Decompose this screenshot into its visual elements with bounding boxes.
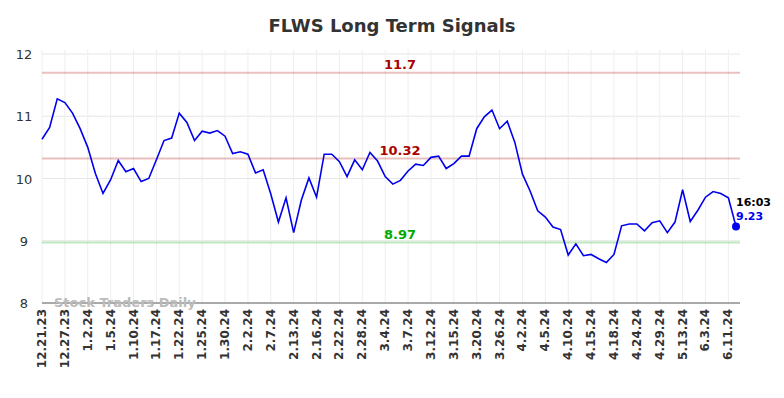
- grid-line: [64, 50, 65, 303]
- grid-line: [408, 50, 409, 303]
- grid-line: [705, 50, 706, 303]
- grid-line: [613, 50, 614, 303]
- grid-line: [682, 50, 683, 303]
- last-point: [732, 222, 740, 230]
- grid-line: [247, 50, 248, 303]
- grid-line: [636, 50, 637, 303]
- grid-line: [568, 50, 569, 303]
- x-tick-label: 2.28.24: [355, 309, 369, 360]
- grid-line: [659, 50, 660, 303]
- grid-line: [430, 50, 431, 303]
- chart: FLWS Long Term Signals 8 9 10 11 12 12.21.23 12…: [0, 0, 784, 398]
- x-tick-label: 2.13.24: [287, 309, 301, 360]
- x-tick-label: 12.21.23: [35, 309, 49, 368]
- grid-line: [42, 50, 43, 303]
- y-tick-label: 9: [20, 234, 28, 249]
- grid-line: [110, 50, 111, 303]
- x-tick-label: 4.18.24: [607, 309, 621, 360]
- x-tick-label: 3.26.24: [493, 309, 507, 360]
- x-tick-label: 3.7.24: [401, 309, 415, 352]
- x-tick-label: 6.11.24: [721, 309, 735, 360]
- x-tick-label: 1.22.24: [172, 309, 186, 360]
- time-label: 16:03: [736, 196, 771, 209]
- x-tick-label: 2.22.24: [332, 309, 346, 360]
- grid-line: [133, 50, 134, 303]
- watermark: Stock Traders Daily: [54, 295, 196, 310]
- x-tick-label: 1.2.24: [81, 309, 95, 352]
- grid-line: [225, 50, 226, 303]
- y-tick-label: 8: [20, 296, 28, 311]
- grid-line: [270, 50, 271, 303]
- grid-line: [728, 50, 729, 303]
- y-tick-label: 10: [16, 172, 33, 187]
- x-tick-label: 3.15.24: [447, 309, 461, 360]
- x-tick-label: 2.7.24: [264, 309, 278, 352]
- grid-line: [591, 50, 592, 303]
- x-tick-label: 2.16.24: [310, 309, 324, 360]
- x-tick-label: 4.24.24: [630, 309, 644, 360]
- level-label: 10.32: [379, 143, 420, 158]
- level-line: [42, 158, 740, 160]
- level-label: 8.97: [384, 227, 416, 242]
- x-tick-label: 3.12.24: [424, 309, 438, 360]
- x-tick-label: 2.2.24: [241, 309, 255, 352]
- y-tick-label: 11: [16, 109, 33, 124]
- x-tick-label: 3.4.24: [378, 309, 392, 352]
- last-value-label: 9.23: [736, 210, 763, 223]
- level-line: [42, 72, 740, 74]
- title: FLWS Long Term Signals: [268, 15, 515, 36]
- x-tick-label: 1.25.24: [195, 309, 209, 360]
- x-tick-label: 6.3.24: [698, 309, 712, 352]
- x-tick-label: 1.10.24: [127, 309, 141, 360]
- grid-line: [42, 54, 740, 55]
- x-tick-label: 3.20.24: [470, 309, 484, 360]
- series-line: [42, 99, 736, 263]
- grid-line: [339, 50, 340, 303]
- grid-line: [476, 50, 477, 303]
- grid-line: [156, 50, 157, 303]
- x-tick-label: 1.5.24: [104, 309, 118, 352]
- x-tick-label: 1.17.24: [149, 309, 163, 360]
- grid-line: [42, 116, 740, 117]
- y-tick-label: 12: [16, 47, 33, 62]
- x-tick-label: 4.2.24: [515, 309, 529, 352]
- plot-area: [42, 99, 740, 263]
- grid-line: [202, 50, 203, 303]
- grid-line: [499, 50, 500, 303]
- level-label: 11.7: [384, 57, 416, 72]
- grid-line: [87, 50, 88, 303]
- x-tick-label: 4.10.24: [561, 309, 575, 360]
- level-line: [42, 242, 740, 244]
- x-tick-label: 5.13.24: [676, 309, 690, 360]
- x-tick-label: 4.5.24: [538, 309, 552, 352]
- grid-line: [545, 50, 546, 303]
- grid-line: [362, 50, 363, 303]
- x-tick-label: 4.15.24: [584, 309, 598, 360]
- x-tick-label: 4.29.24: [653, 309, 667, 360]
- grid-line: [293, 50, 294, 303]
- x-tick-label: 1.30.24: [218, 309, 232, 360]
- grid-line: [453, 50, 454, 303]
- x-tick-label: 12.27.23: [58, 309, 72, 368]
- grid-line: [179, 50, 180, 303]
- grid-line: [316, 50, 317, 303]
